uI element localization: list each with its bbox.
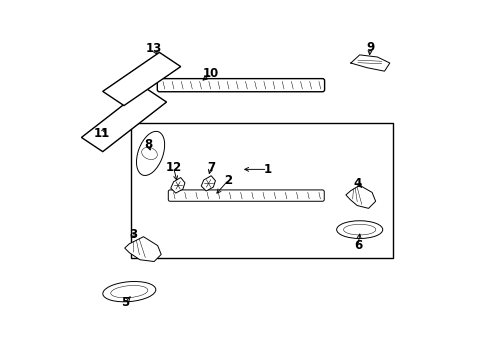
Polygon shape [170,177,184,193]
Polygon shape [81,88,166,152]
Text: 7: 7 [206,161,214,174]
Text: 12: 12 [165,161,182,174]
Text: 5: 5 [121,296,129,309]
Text: 8: 8 [143,138,152,151]
Text: 13: 13 [146,42,162,55]
Ellipse shape [336,221,382,238]
Bar [131,123,392,258]
Text: 3: 3 [128,229,137,242]
Text: 10: 10 [203,67,219,80]
Polygon shape [124,237,161,261]
Text: 6: 6 [353,239,361,252]
Polygon shape [350,55,389,71]
Text: 9: 9 [366,41,374,54]
Ellipse shape [136,131,164,175]
Text: 1: 1 [263,163,271,176]
FancyBboxPatch shape [157,78,324,92]
Ellipse shape [102,282,156,302]
Text: 2: 2 [224,174,232,186]
Text: 11: 11 [94,127,110,140]
FancyBboxPatch shape [168,190,324,201]
Polygon shape [345,185,375,208]
Polygon shape [201,176,215,191]
Text: 4: 4 [353,177,361,190]
Polygon shape [102,53,181,105]
